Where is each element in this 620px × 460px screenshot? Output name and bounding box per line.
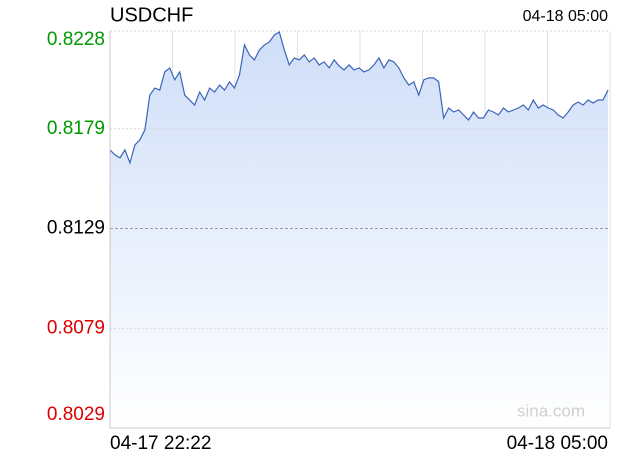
price-line <box>109 31 609 165</box>
y-tick-label: 0.8079 <box>47 317 105 338</box>
area-fill <box>110 32 608 428</box>
update-time: 04-18 05:00 <box>523 8 609 25</box>
y-tick-label: 0.8179 <box>47 118 105 139</box>
x-tick-label: 04-17 22:22 <box>110 433 211 454</box>
y-tick-label: 0.8228 <box>47 29 105 50</box>
watermark: sina.com <box>517 401 585 420</box>
y-tick-label: 0.8129 <box>47 218 105 239</box>
y-tick-label: 0.8029 <box>47 404 105 425</box>
plot-area <box>109 30 610 429</box>
chart-title: USDCHF <box>110 4 193 26</box>
x-tick-label: 04-18 05:00 <box>507 433 608 454</box>
